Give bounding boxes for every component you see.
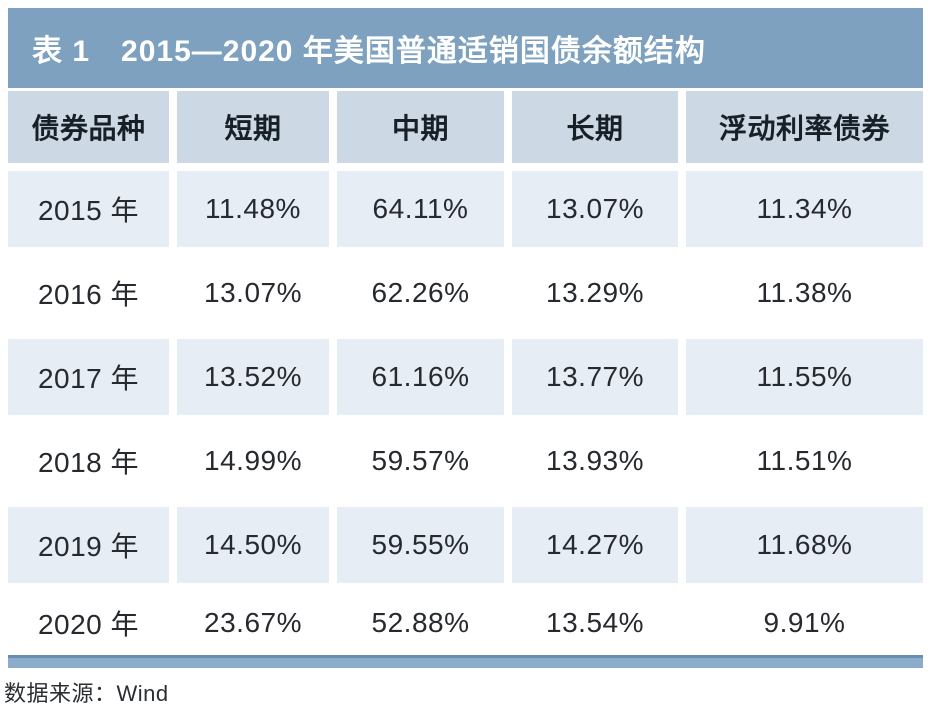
cell-short-term: 13.52%: [177, 339, 329, 415]
row-year: 2019 年: [8, 507, 169, 583]
cell-short-term: 14.99%: [177, 423, 329, 499]
table-row-2018: 2018 年 14.99% 59.57% 13.93% 11.51%: [8, 423, 923, 499]
table-header-row: 债券品种 短期 中期 长期 浮动利率债券: [8, 91, 923, 163]
table-bottom-rule: [8, 655, 923, 668]
cell-floating-rate: 11.51%: [686, 423, 923, 499]
cell-floating-rate: 9.91%: [686, 591, 923, 655]
cell-floating-rate: 11.55%: [686, 339, 923, 415]
table-row-2020: 2020 年 23.67% 52.88% 13.54% 9.91%: [8, 591, 923, 655]
table-row-2015: 2015 年 11.48% 64.11% 13.07% 11.34%: [8, 171, 923, 247]
cell-medium-term: 52.88%: [337, 591, 504, 655]
row-year: 2020 年: [8, 591, 169, 655]
column-header-medium-term: 中期: [337, 91, 504, 163]
row-year: 2016 年: [8, 255, 169, 331]
column-header-short-term: 短期: [177, 91, 329, 163]
data-source-note: 数据来源：Wind: [4, 681, 169, 706]
cell-short-term: 14.50%: [177, 507, 329, 583]
data-table: 表 1 2015—2020 年美国普通适销国债余额结构 债券品种 短期 中期 长…: [8, 8, 923, 668]
row-year: 2015 年: [8, 171, 169, 247]
cell-medium-term: 59.55%: [337, 507, 504, 583]
column-header-bond-type: 债券品种: [8, 91, 169, 163]
cell-long-term: 14.27%: [512, 507, 678, 583]
table-row-2019: 2019 年 14.50% 59.55% 14.27% 11.68%: [8, 507, 923, 583]
cell-short-term: 13.07%: [177, 255, 329, 331]
column-header-long-term: 长期: [512, 91, 678, 163]
cell-long-term: 13.93%: [512, 423, 678, 499]
cell-floating-rate: 11.34%: [686, 171, 923, 247]
row-year: 2018 年: [8, 423, 169, 499]
cell-long-term: 13.29%: [512, 255, 678, 331]
cell-medium-term: 59.57%: [337, 423, 504, 499]
cell-medium-term: 64.11%: [337, 171, 504, 247]
row-year: 2017 年: [8, 339, 169, 415]
cell-long-term: 13.54%: [512, 591, 678, 655]
cell-floating-rate: 11.38%: [686, 255, 923, 331]
cell-short-term: 23.67%: [177, 591, 329, 655]
table-row-2016: 2016 年 13.07% 62.26% 13.29% 11.38%: [8, 255, 923, 331]
table-title-bar: 表 1 2015—2020 年美国普通适销国债余额结构: [8, 8, 923, 88]
table-title: 表 1 2015—2020 年美国普通适销国债余额结构: [32, 35, 706, 68]
cell-medium-term: 61.16%: [337, 339, 504, 415]
cell-short-term: 11.48%: [177, 171, 329, 247]
column-header-floating-rate: 浮动利率债券: [686, 91, 923, 163]
table-row-2017: 2017 年 13.52% 61.16% 13.77% 11.55%: [8, 339, 923, 415]
cell-floating-rate: 11.68%: [686, 507, 923, 583]
cell-medium-term: 62.26%: [337, 255, 504, 331]
cell-long-term: 13.07%: [512, 171, 678, 247]
cell-long-term: 13.77%: [512, 339, 678, 415]
